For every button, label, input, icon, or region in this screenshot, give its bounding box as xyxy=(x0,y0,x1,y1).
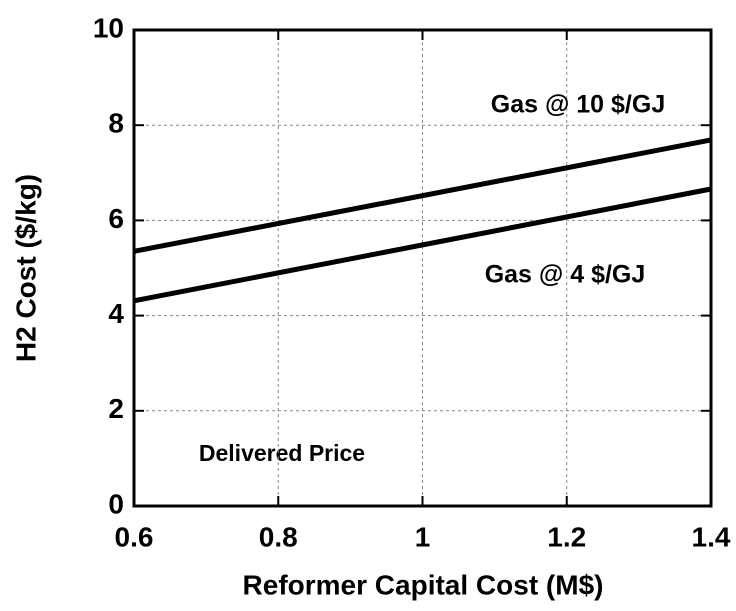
y-tick-label: 0 xyxy=(108,488,124,519)
x-tick-label: 1 xyxy=(415,521,431,552)
y-tick-label: 10 xyxy=(93,12,124,43)
y-axis-label: H2 Cost ($/kg) xyxy=(10,174,41,362)
x-tick-label: 0.8 xyxy=(259,521,298,552)
series-line xyxy=(133,137,712,254)
y-tick-label: 6 xyxy=(108,203,124,234)
series-label: Gas @ 10 $/GJ xyxy=(491,91,665,119)
y-tick-label: 8 xyxy=(108,108,124,139)
y-tick-label: 4 xyxy=(108,298,124,329)
x-axis-label: Reformer Capital Cost (M$) xyxy=(243,569,604,600)
series-line xyxy=(133,186,712,304)
x-tick-label: 0.6 xyxy=(115,521,154,552)
x-tick-label: 1.2 xyxy=(547,521,586,552)
series-label: Gas @ 4 $/GJ xyxy=(485,261,646,289)
x-tick-label: 1.4 xyxy=(692,521,731,552)
annotation: Delivered Price xyxy=(199,440,365,466)
y-tick-label: 2 xyxy=(108,393,124,424)
plot-frame xyxy=(132,28,713,508)
